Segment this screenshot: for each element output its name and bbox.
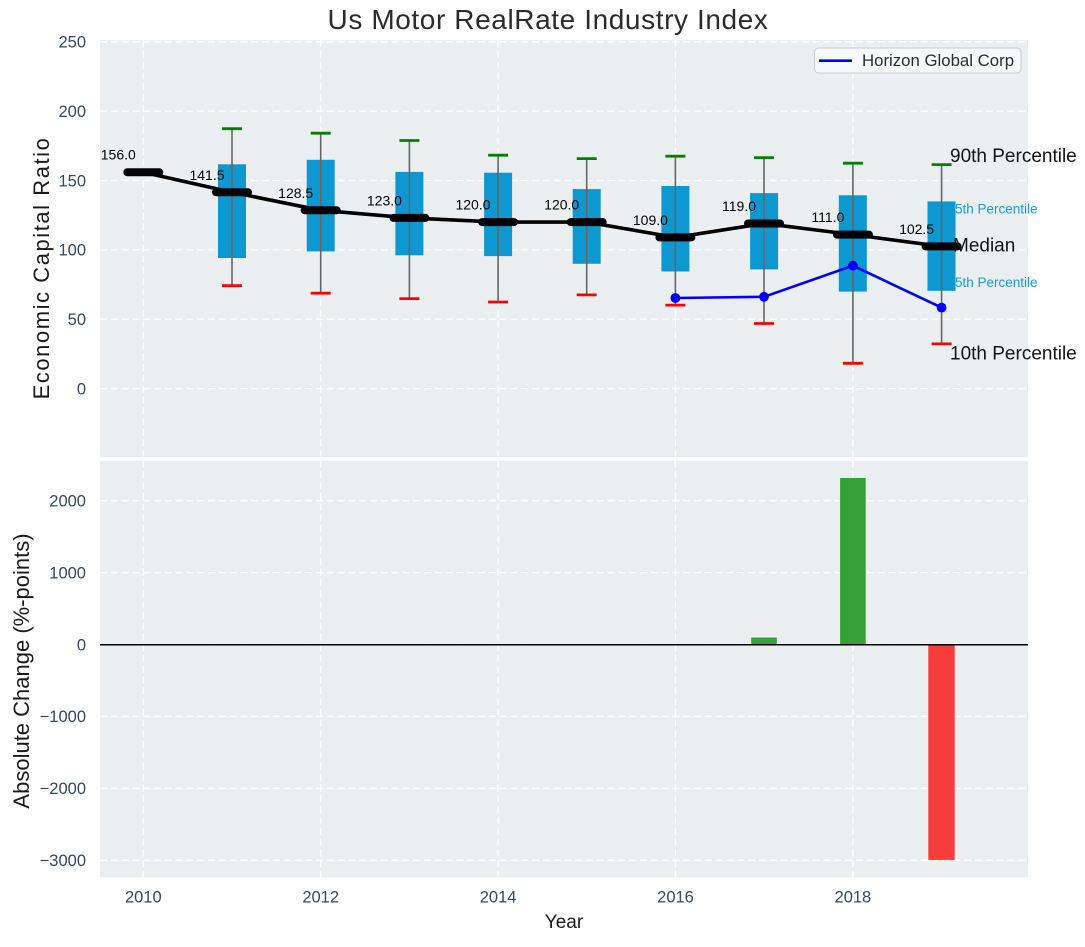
- svg-text:2000: 2000: [49, 493, 86, 511]
- svg-text:−1000: −1000: [40, 708, 86, 726]
- svg-text:100: 100: [58, 242, 86, 260]
- svg-text:2018: 2018: [835, 889, 872, 907]
- svg-text:128.5: 128.5: [278, 185, 313, 201]
- svg-text:50: 50: [68, 311, 86, 329]
- svg-text:250: 250: [58, 34, 86, 52]
- svg-text:Year: Year: [545, 912, 584, 933]
- svg-text:102.5: 102.5: [899, 221, 934, 237]
- svg-text:Absolute Change (%-points): Absolute Change (%-points): [9, 533, 34, 808]
- svg-text:−3000: −3000: [40, 852, 86, 870]
- svg-text:123.0: 123.0: [367, 192, 402, 208]
- svg-text:0: 0: [77, 636, 86, 654]
- svg-text:−2000: −2000: [40, 780, 86, 798]
- svg-text:2014: 2014: [480, 889, 517, 907]
- svg-text:2010: 2010: [125, 889, 162, 907]
- svg-text:2016: 2016: [657, 889, 694, 907]
- svg-text:109.0: 109.0: [633, 212, 668, 228]
- svg-text:119.0: 119.0: [722, 198, 756, 214]
- svg-text:111.0: 111.0: [811, 209, 844, 225]
- svg-text:150: 150: [58, 172, 86, 190]
- svg-text:Us Motor RealRate Industry Ind: Us Motor RealRate Industry Index: [328, 4, 769, 35]
- svg-text:2012: 2012: [302, 889, 339, 907]
- svg-text:200: 200: [58, 103, 86, 121]
- svg-text:156.0: 156.0: [101, 147, 136, 163]
- svg-text:120.0: 120.0: [455, 197, 490, 213]
- svg-text:141.5: 141.5: [189, 167, 224, 183]
- svg-text:Economic Capital Ratio: Economic Capital Ratio: [29, 137, 54, 400]
- svg-text:10th Percentile: 10th Percentile: [950, 344, 1077, 365]
- svg-text:0: 0: [77, 380, 86, 398]
- svg-text:Horizon Global Corp: Horizon Global Corp: [862, 51, 1014, 70]
- svg-text:1000: 1000: [49, 564, 86, 582]
- svg-text:120.0: 120.0: [544, 197, 579, 213]
- svg-text:25th Percentile: 25th Percentile: [948, 275, 1038, 290]
- svg-text:90th Percentile: 90th Percentile: [950, 146, 1077, 167]
- svg-text:75th Percentile: 75th Percentile: [948, 201, 1038, 216]
- svg-text:Median: Median: [953, 236, 1015, 257]
